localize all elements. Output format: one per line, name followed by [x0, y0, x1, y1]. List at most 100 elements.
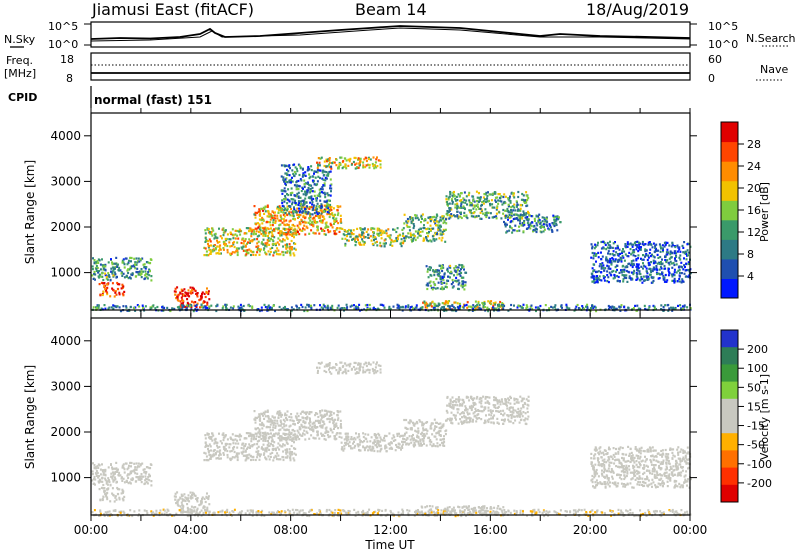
power-cell [648, 252, 651, 255]
power-cell [249, 228, 252, 231]
velocity-cell [335, 425, 338, 428]
power-cell [417, 228, 420, 231]
power-cell [326, 199, 329, 202]
power-cell [102, 278, 105, 282]
power-cell [404, 237, 407, 240]
velocity-cell [176, 500, 179, 503]
power-cell [282, 253, 285, 257]
velocity-cell [319, 410, 321, 413]
power-cell [276, 205, 279, 208]
power-cell [273, 214, 276, 217]
power-cell [470, 212, 473, 215]
power-cell [329, 194, 332, 197]
power-cell [219, 244, 222, 247]
velocity-cell [229, 457, 232, 460]
power-cell [298, 233, 301, 236]
velocity-cell [252, 434, 255, 437]
velocity-cell [322, 415, 325, 418]
power-cell [439, 224, 441, 227]
power-cell [679, 258, 682, 261]
velocity-cell [139, 463, 142, 466]
power-cell [280, 207, 283, 210]
velocity-cell [207, 497, 210, 501]
power-cell [479, 198, 482, 201]
power-cell [219, 235, 222, 238]
velocity-cell [207, 451, 210, 454]
power-cell [247, 304, 250, 307]
power-cell [680, 272, 683, 275]
power-cell [362, 164, 365, 167]
power-cell [156, 305, 159, 309]
power-cell [447, 198, 450, 201]
power-cell [623, 250, 626, 253]
velocity-cell [204, 434, 207, 437]
velocity-cell [375, 371, 378, 374]
power-cell [282, 238, 285, 241]
power-cell [247, 227, 250, 230]
power-cell [512, 209, 515, 212]
velocity-cell [323, 365, 326, 368]
velocity-cell [307, 426, 310, 429]
power-cell [359, 235, 362, 239]
power-cell [329, 184, 332, 187]
power-cell [137, 257, 140, 260]
power-cell [323, 184, 326, 187]
power-cell [402, 240, 405, 243]
power-cell [517, 304, 520, 307]
velocity-cell [274, 447, 277, 450]
power-cell [303, 217, 306, 220]
power-cell [280, 240, 283, 243]
power-cell [262, 238, 265, 241]
power-cell [485, 214, 488, 217]
power-cell [537, 215, 540, 218]
power-cell [660, 304, 663, 307]
velocity-cell [144, 479, 147, 482]
power-cell [441, 264, 444, 267]
power-cell [416, 236, 419, 239]
velocity-cell [207, 447, 209, 451]
velocity-cell [275, 449, 277, 452]
power-cell [617, 253, 619, 256]
power-cell [555, 223, 558, 227]
power-cell [130, 266, 133, 270]
power-cell [254, 253, 257, 257]
power-cell [368, 303, 371, 307]
power-cell [334, 218, 337, 221]
power-cell [673, 274, 676, 277]
power-cell [504, 209, 507, 212]
power-cell [441, 236, 444, 239]
power-cell [483, 301, 486, 305]
power-cell [457, 266, 460, 269]
velocity-cell [280, 415, 283, 418]
power-cell [636, 267, 639, 270]
power-cell [683, 272, 686, 275]
power-cell [678, 268, 681, 271]
velocity-cell [302, 410, 305, 413]
velocity-cell [286, 410, 289, 413]
power-cell [302, 187, 304, 190]
velocity-cell [216, 450, 219, 453]
velocity-cell [228, 443, 231, 446]
power-cell [497, 202, 500, 205]
power-cell [292, 210, 294, 213]
power-cell [642, 267, 644, 270]
power-cell [122, 272, 125, 275]
velocity-cell [276, 419, 279, 422]
power-cell [349, 229, 352, 232]
power-cell [454, 206, 457, 209]
power-cell [302, 210, 304, 213]
velocity-cell [317, 369, 319, 372]
power-cell [323, 173, 326, 177]
velocity-cell [200, 501, 203, 504]
velocity-cell [320, 414, 323, 417]
velocity-cell [325, 412, 328, 415]
velocity-cell [297, 418, 300, 422]
power-cell [591, 245, 594, 248]
power-colorbar-box [721, 122, 738, 143]
power-cell [195, 303, 198, 307]
power-cell [606, 270, 609, 273]
velocity-cell [308, 437, 311, 440]
velocity-cell [330, 372, 333, 375]
